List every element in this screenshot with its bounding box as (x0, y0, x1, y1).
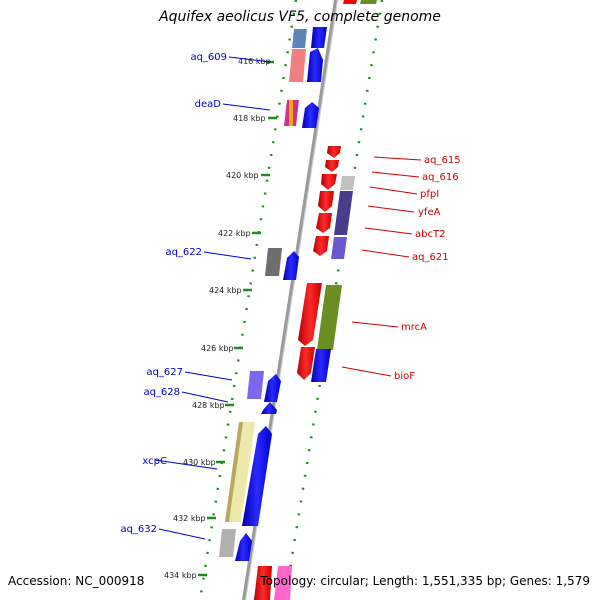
gene-reverse-top-1[interactable] (343, 0, 357, 4)
gene-mrcA[interactable] (298, 283, 322, 346)
label-bioF[interactable]: bioF (394, 371, 415, 382)
gene-forward-4[interactable] (283, 251, 299, 280)
label-aq-628[interactable]: aq_628 (143, 387, 180, 398)
gene-bioF[interactable] (311, 349, 331, 382)
label-xcpC[interactable]: xcpC (142, 456, 167, 467)
gene-abcT2[interactable] (316, 213, 332, 233)
gene-forward-1[interactable] (311, 27, 327, 48)
gene-aq-616[interactable] (325, 160, 339, 172)
gene-aq-609-upper[interactable] (292, 29, 307, 48)
gene-aq-622[interactable] (265, 248, 282, 276)
gene-deaD-stripe (289, 100, 293, 126)
gene-aq-615[interactable] (327, 146, 341, 158)
map-title: Aquifex aeolicus VF5, complete genome (159, 9, 441, 25)
tick-marks (198, 60, 277, 577)
tick-label-424: 424 kbp (209, 286, 242, 295)
tick-label-422: 422 kbp (218, 229, 251, 238)
gene-aq-628[interactable] (261, 402, 277, 414)
tick-label-426: 426 kbp (201, 344, 234, 353)
tick-label-418: 418 kbp (233, 114, 266, 123)
label-aq-622[interactable]: aq_622 (165, 247, 202, 258)
forward-genes (219, 27, 327, 561)
gene-forward-3[interactable] (302, 102, 319, 128)
gene-aq-632[interactable] (219, 529, 236, 557)
gene-reverse-bottom-1[interactable] (254, 566, 272, 600)
gene-aq-609[interactable] (289, 49, 306, 82)
gene-reverse-grey[interactable] (340, 176, 355, 190)
label-aq-621[interactable]: aq_621 (412, 252, 449, 263)
gene-forward-5[interactable] (242, 426, 272, 526)
label-aq-632[interactable]: aq_632 (120, 524, 157, 535)
label-aq-615[interactable]: aq_615 (424, 155, 461, 166)
label-pfpI[interactable]: pfpI (420, 189, 439, 200)
tick-label-430: 430 kbp (183, 458, 216, 467)
label-yfeA[interactable]: yfeA (418, 207, 441, 218)
reverse-gene-labels: aq_615 aq_616 pfpI yfeA abcT2 aq_621 mrc… (394, 155, 461, 382)
gene-forward-6[interactable] (235, 533, 252, 561)
label-aq-616[interactable]: aq_616 (422, 172, 459, 183)
gene-reverse-purple[interactable] (334, 191, 353, 235)
gene-aq-621[interactable] (313, 236, 329, 256)
gene-forward-2[interactable] (307, 48, 323, 82)
gene-reverse-top-2[interactable] (360, 0, 377, 4)
tick-label-434: 434 kbp (164, 571, 197, 580)
gene-yfeA[interactable] (318, 191, 334, 212)
tick-label-420: 420 kbp (226, 171, 259, 180)
label-aq-609[interactable]: aq_609 (190, 52, 227, 63)
label-mrcA[interactable]: mrcA (401, 322, 427, 333)
tick-label-428: 428 kbp (192, 401, 225, 410)
reverse-leader-lines (341, 156, 422, 377)
topology-text: Topology: circular; Length: 1,551,335 bp… (260, 574, 590, 588)
gene-reverse-bottom-2[interactable] (274, 566, 292, 600)
tick-label-416: 416 kbp (238, 57, 271, 66)
label-aq-627[interactable]: aq_627 (146, 367, 183, 378)
gene-aq-627-arrow[interactable] (264, 374, 281, 402)
label-deaD[interactable]: deaD (195, 99, 222, 110)
forward-leader-lines (154, 56, 271, 540)
accession-text: Accession: NC_000918 (8, 574, 145, 588)
reverse-genes (254, 0, 377, 600)
forward-gene-labels: aq_609 deaD aq_622 aq_627 aq_628 xcpC aq… (120, 52, 227, 535)
gene-reverse-red-2[interactable] (297, 347, 315, 380)
tick-label-432: 432 kbp (173, 514, 206, 523)
tick-labels: 416 kbp 418 kbp 420 kbp 422 kbp 424 kbp … (164, 57, 271, 580)
gene-pfpI[interactable] (321, 174, 337, 190)
gene-reverse-olive[interactable] (317, 285, 342, 350)
label-abcT2[interactable]: abcT2 (415, 229, 445, 240)
gene-aq-627[interactable] (247, 371, 264, 399)
gene-reverse-purple-2[interactable] (331, 237, 347, 259)
